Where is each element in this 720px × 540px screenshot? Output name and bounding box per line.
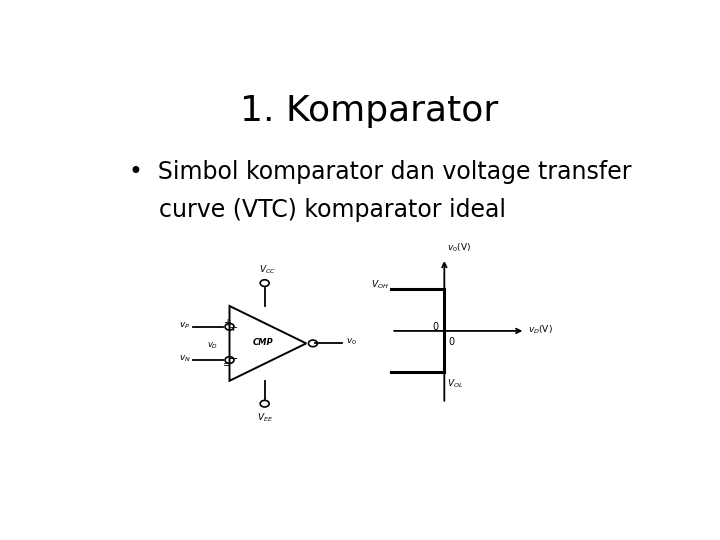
Text: $V_{OL}$: $V_{OL}$ bbox=[447, 377, 464, 390]
Text: 0: 0 bbox=[449, 337, 455, 347]
Text: +: + bbox=[229, 322, 238, 333]
Text: $V_{CC}$: $V_{CC}$ bbox=[259, 263, 276, 275]
Text: 1. Komparator: 1. Komparator bbox=[240, 94, 498, 128]
Text: =: = bbox=[222, 360, 231, 370]
Text: +: + bbox=[222, 319, 230, 328]
Text: •  Simbol komparator dan voltage transfer: • Simbol komparator dan voltage transfer bbox=[129, 160, 631, 185]
Text: $v_P$: $v_P$ bbox=[179, 320, 190, 331]
Text: $V_{EE}$: $V_{EE}$ bbox=[256, 412, 273, 424]
Text: $V_{OH}$: $V_{OH}$ bbox=[371, 279, 389, 292]
Text: $v_N$: $v_N$ bbox=[179, 354, 190, 364]
Text: 0: 0 bbox=[433, 322, 438, 332]
Text: curve (VTC) komparator ideal: curve (VTC) komparator ideal bbox=[129, 198, 506, 222]
Text: $v_0$(V): $v_0$(V) bbox=[447, 241, 471, 254]
Text: CMP: CMP bbox=[253, 338, 274, 347]
Text: $v_D$(V): $v_D$(V) bbox=[528, 324, 553, 336]
Text: −: − bbox=[229, 354, 238, 364]
Text: $v_D$: $v_D$ bbox=[207, 340, 218, 350]
Text: $v_0$: $v_0$ bbox=[346, 336, 357, 347]
